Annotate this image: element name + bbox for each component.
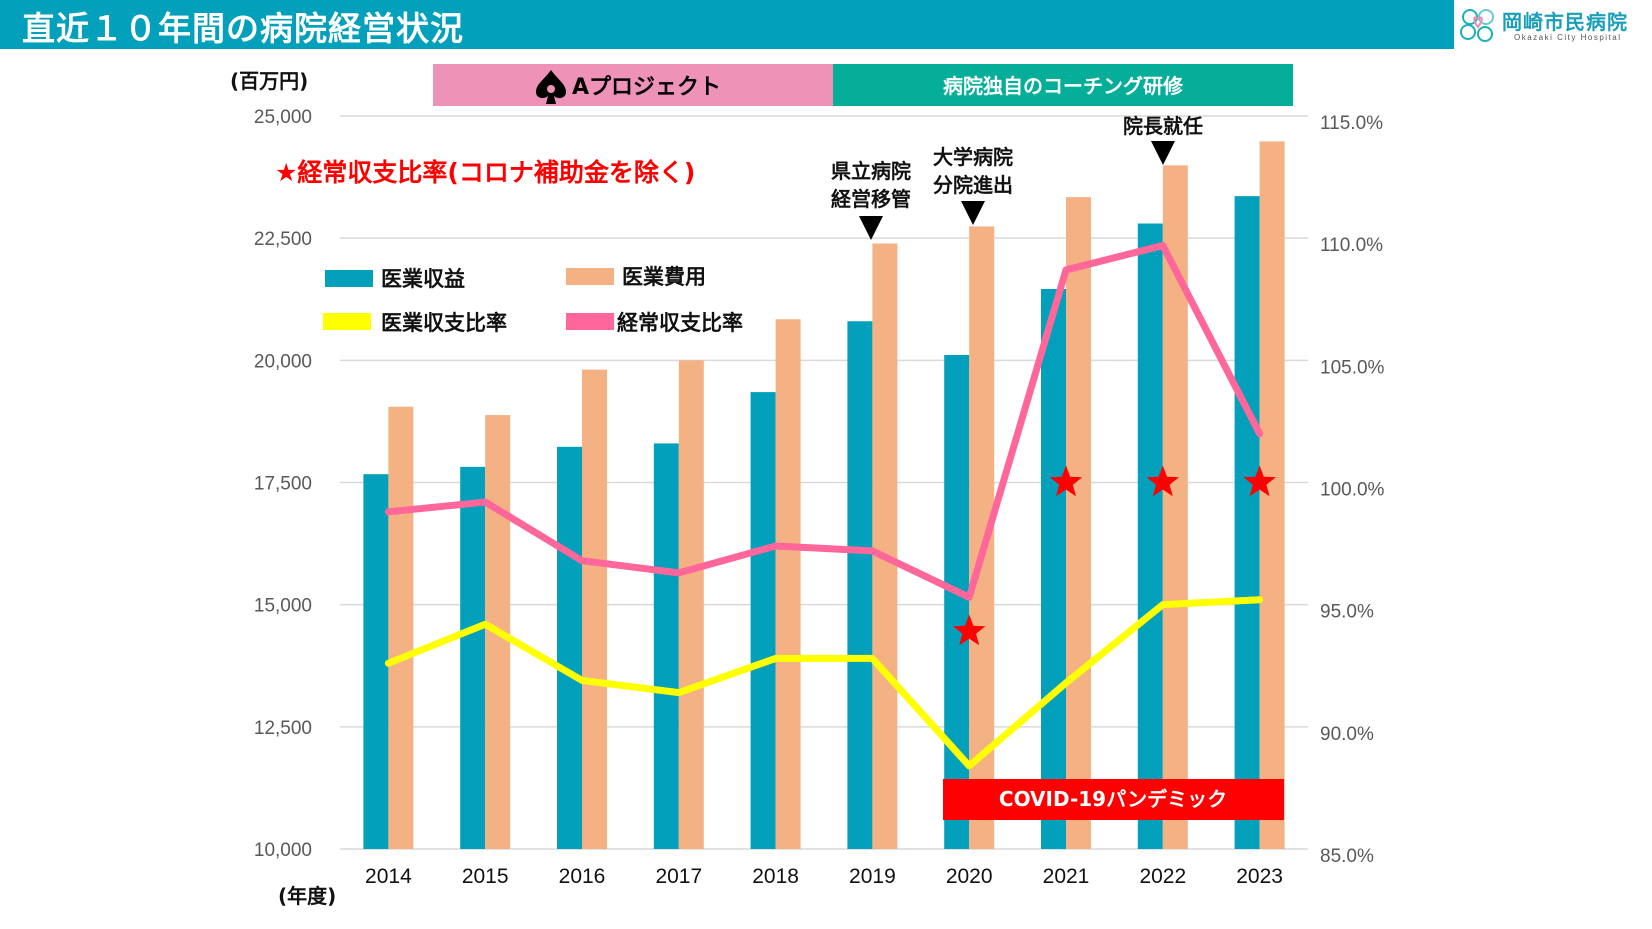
- revenue-bar: [1041, 288, 1066, 849]
- legend-label-ordinary-ratio: 経常収支比率: [617, 311, 743, 335]
- revenue-bar: [460, 466, 486, 849]
- legend-label-medical-ratio: 医業収支比率: [381, 311, 507, 335]
- right-axis-ticks: 85.0% 90.0% 95.0% 100.0% 105.0% 110.0% 115.0%: [1320, 113, 1385, 867]
- revenue-bar: [363, 474, 389, 849]
- legend-swatch-ordinary-ratio: [566, 313, 614, 330]
- logo-subtitle: Okazaki City Hospital: [1514, 33, 1622, 42]
- x-axis-tick-label: 2018: [752, 865, 799, 888]
- spade-heart-icon: [547, 85, 555, 93]
- left-axis-tick-label: 17,500: [254, 474, 312, 495]
- expense-bar: [388, 406, 414, 849]
- x-axis-tick-label: 2017: [655, 865, 702, 888]
- title-bar: 直近１０年間の病院経営状況: [0, 0, 1454, 49]
- star-note: ★経常収支比率(コロナ補助金を除く): [275, 158, 695, 187]
- right-axis-tick-label: 110.0%: [1320, 235, 1383, 256]
- x-axis-tick-label: 2023: [1236, 865, 1283, 888]
- x-axis-ticks: 2014 2015 2016 2017 2018 2019 2020 2021 2022 2023: [365, 865, 1283, 888]
- right-axis-tick-label: 115.0%: [1320, 113, 1383, 134]
- event-2019-arrow-icon: [859, 216, 883, 240]
- ordinary-ratio-line: [384, 241, 1264, 601]
- project-a-band: [433, 64, 833, 106]
- revenue-bar: [944, 354, 970, 849]
- event-2019-line2: 経営移管: [831, 187, 911, 211]
- revenue-bar: [653, 443, 679, 849]
- left-axis-tick-label: 15,000: [254, 596, 312, 617]
- left-axis-tick-label: 22,500: [254, 229, 312, 250]
- revenue-bar: [847, 321, 873, 849]
- left-axis-ticks: 10,000 12,500 15,000 17,500 20,000 22,500 25,0…: [254, 107, 312, 861]
- project-a-label: Aプロジェクト: [572, 75, 721, 100]
- left-axis-tick-label: 12,500: [254, 718, 312, 739]
- x-axis-unit: (年度): [278, 884, 336, 908]
- star-marker-icon: [1146, 465, 1179, 497]
- legend-swatch-revenue: [325, 270, 373, 287]
- legend-label-expense: 医業費用: [622, 265, 706, 289]
- star-markers: [953, 465, 1276, 646]
- legend-label-revenue: 医業収益: [381, 267, 465, 291]
- x-axis-tick-label: 2021: [1043, 865, 1090, 888]
- legend-swatch-expense: [566, 268, 614, 285]
- right-axis-tick-label: 95.0%: [1320, 602, 1374, 623]
- x-axis-tick-label: 2015: [462, 865, 509, 888]
- x-axis-tick-label: 2019: [849, 865, 896, 888]
- revenue-bar: [750, 392, 776, 849]
- x-axis-tick-label: 2014: [365, 865, 412, 888]
- logo-name: 岡崎市民病院: [1502, 10, 1628, 34]
- expense-bar: [872, 243, 898, 850]
- expense-bar: [1066, 197, 1091, 850]
- hospital-logo: 岡崎市民病院 Okazaki City Hospital: [1454, 0, 1652, 49]
- covid-band: [943, 779, 1284, 820]
- right-axis-tick-label: 100.0%: [1320, 480, 1385, 501]
- revenue-bar: [1137, 223, 1163, 850]
- event-2020-line1: 大学病院: [933, 145, 1013, 169]
- revenue-bar: [1234, 196, 1260, 849]
- event-2022-label: 院長就任: [1123, 114, 1203, 138]
- revenue-bar: [557, 446, 582, 849]
- left-axis-tick-label: 20,000: [254, 351, 312, 372]
- legend-swatch-medical-ratio: [323, 313, 371, 330]
- star-marker-icon: [1243, 465, 1276, 497]
- bars: [363, 141, 1285, 850]
- covid-label: COVID-19パンデミック: [999, 787, 1227, 811]
- event-2020-line2: 分院進出: [933, 173, 1013, 197]
- star-marker-icon: [1049, 465, 1083, 497]
- expense-bar: [775, 319, 801, 849]
- x-axis-tick-label: 2022: [1139, 865, 1186, 888]
- coaching-band: [833, 64, 1293, 106]
- event-2020-arrow-icon: [961, 201, 985, 225]
- left-axis-unit: (百万円): [230, 69, 308, 93]
- expense-bar: [678, 360, 704, 849]
- medical-ratio-line: [384, 596, 1264, 770]
- star-marker-icon: [953, 614, 986, 646]
- page-title: 直近１０年間の病院経営状況: [22, 9, 464, 48]
- right-axis-tick-label: 105.0%: [1320, 357, 1385, 378]
- event-2019-line1: 県立病院: [831, 159, 911, 183]
- expense-bar: [1259, 141, 1285, 850]
- expense-bar: [582, 369, 607, 849]
- clover-logo-icon: [1460, 9, 1494, 42]
- lines: [384, 241, 1264, 770]
- left-axis-tick-label: 10,000: [254, 840, 312, 861]
- x-axis-tick-label: 2016: [559, 865, 606, 888]
- left-axis-tick-label: 25,000: [254, 107, 312, 128]
- x-axis-tick-label: 2020: [946, 865, 993, 888]
- right-axis-tick-label: 90.0%: [1320, 724, 1374, 745]
- legend: 医業収益 医業費用 医業収支比率 経常収支比率: [323, 265, 743, 335]
- coaching-label: 病院独自のコーチング研修: [943, 74, 1184, 98]
- right-axis-tick-label: 85.0%: [1320, 846, 1374, 867]
- event-2022-arrow-icon: [1151, 141, 1175, 165]
